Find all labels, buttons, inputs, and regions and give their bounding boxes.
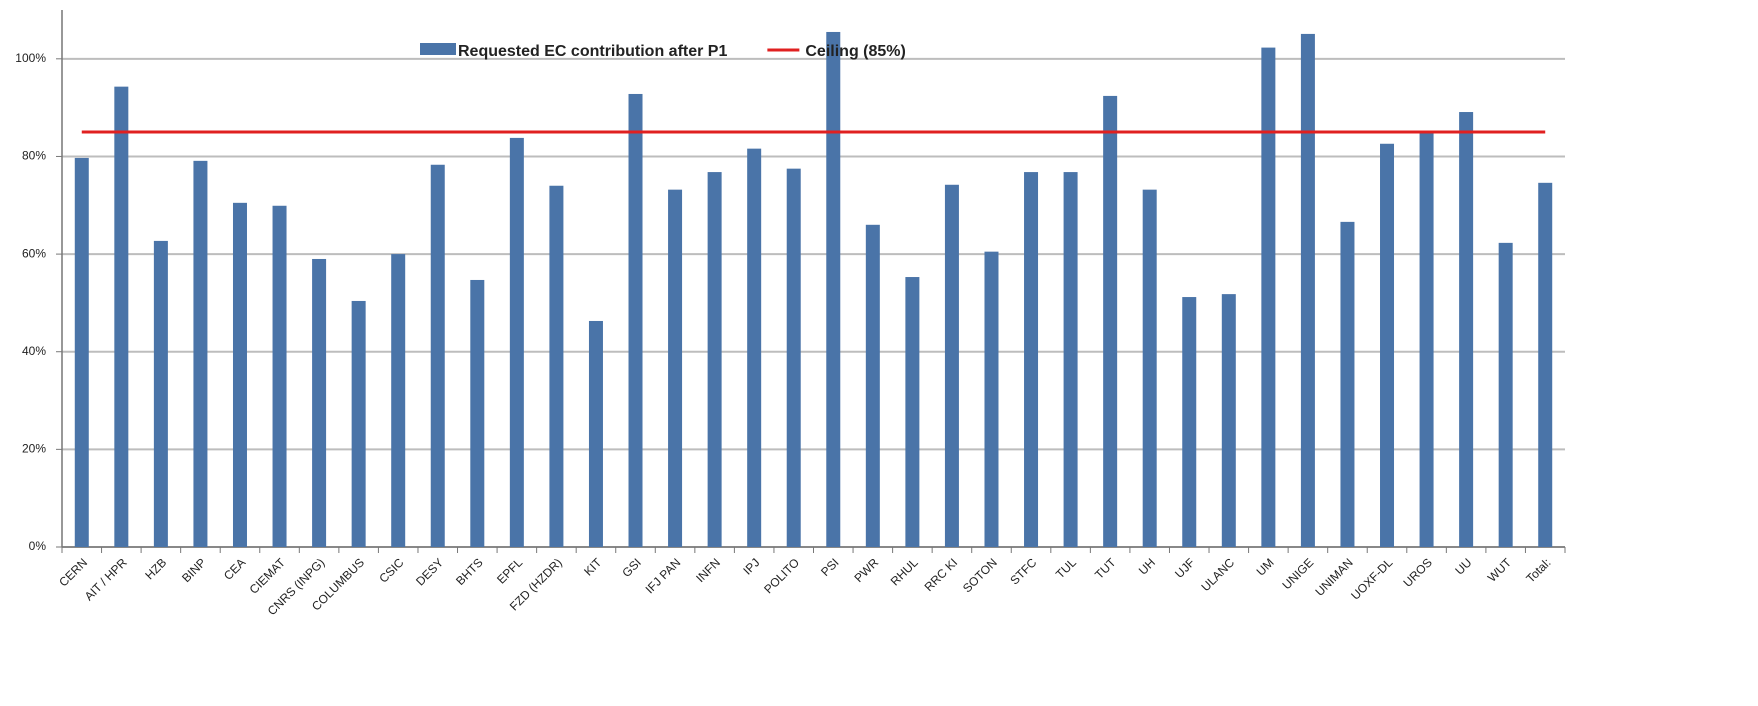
- bar: [312, 258, 327, 547]
- bar: [588, 320, 603, 547]
- bar: [1261, 47, 1276, 548]
- bar: [509, 137, 524, 548]
- x-tick-label: TUT: [1092, 555, 1119, 582]
- x-tick-label: BHTS: [453, 555, 486, 588]
- x-tick-label: Total:: [1523, 555, 1553, 585]
- bar: [470, 279, 485, 547]
- bar: [1498, 242, 1513, 547]
- x-tick-label: GSI: [619, 555, 644, 580]
- y-tick-label: 20%: [22, 442, 46, 456]
- bar: [905, 277, 920, 547]
- bar: [1419, 131, 1434, 547]
- x-tick-label: RHUL: [888, 555, 921, 588]
- bar: [430, 164, 445, 547]
- x-tick-label: BINP: [179, 555, 209, 585]
- x-tick-label: CEA: [221, 555, 248, 582]
- bar: [747, 148, 762, 548]
- x-tick-label: RRC KI: [922, 555, 961, 594]
- bar: [984, 251, 999, 547]
- bar: [351, 300, 366, 547]
- legend-swatch: [420, 43, 456, 55]
- legend-label: Ceiling (85%): [805, 43, 905, 60]
- bar: [114, 86, 129, 548]
- x-tick-label: EPFL: [494, 555, 525, 586]
- bar: [628, 93, 643, 547]
- y-tick-label: 0%: [29, 539, 47, 553]
- bar: [1300, 33, 1315, 548]
- x-tick-label: DESY: [413, 555, 446, 588]
- bar: [74, 157, 89, 547]
- bar: [272, 205, 287, 547]
- bar: [232, 202, 247, 547]
- x-tick-label: AIT / HPR: [82, 555, 130, 603]
- x-tick-label: UU: [1452, 555, 1474, 577]
- x-tick-label: CSIC: [376, 555, 406, 585]
- bar: [668, 189, 683, 547]
- x-tick-label: UOXF-DL: [1348, 555, 1395, 602]
- bar: [865, 224, 880, 548]
- legend-label: Requested EC contribution after P1: [458, 43, 727, 60]
- bar: [707, 172, 722, 548]
- x-tick-label: UJF: [1172, 555, 1197, 580]
- x-tick-label: PSI: [818, 555, 842, 579]
- bar: [1221, 294, 1236, 547]
- x-tick-label: INFN: [693, 555, 723, 585]
- x-tick-label: TUL: [1053, 555, 1079, 581]
- x-tick-label: POLITO: [761, 555, 802, 596]
- bar: [786, 168, 801, 547]
- bar: [153, 240, 168, 547]
- x-tick-label: IPJ: [740, 555, 762, 577]
- y-tick-label: 40%: [22, 344, 46, 358]
- x-tick-label: WUT: [1485, 555, 1515, 585]
- bar: [1459, 112, 1474, 547]
- x-tick-label: UNIGE: [1279, 555, 1316, 592]
- x-tick-label: HZB: [142, 555, 169, 582]
- x-tick-label: STFC: [1007, 555, 1039, 587]
- x-tick-label: IFJ PAN: [643, 555, 684, 596]
- y-tick-label: 100%: [15, 51, 46, 65]
- bar: [1142, 189, 1157, 547]
- bar: [1182, 297, 1197, 547]
- bar: [1340, 221, 1355, 547]
- x-tick-label: SOTON: [960, 555, 1000, 595]
- bar: [549, 185, 564, 547]
- bar: [391, 254, 406, 547]
- x-tick-label: UH: [1136, 555, 1158, 577]
- x-tick-label: KIT: [581, 555, 605, 579]
- x-tick-label: UM: [1254, 555, 1277, 578]
- bar: [826, 31, 841, 547]
- bar: [944, 184, 959, 547]
- bar: [1103, 95, 1118, 548]
- y-tick-label: 80%: [22, 149, 46, 163]
- bar: [1063, 172, 1078, 548]
- x-tick-label: PWR: [851, 555, 881, 585]
- x-tick-label: CERN: [56, 555, 90, 589]
- bar: [193, 160, 208, 547]
- y-tick-label: 60%: [22, 246, 46, 260]
- x-tick-label: ULANC: [1198, 555, 1237, 594]
- bar: [1538, 182, 1553, 548]
- bar: [1024, 172, 1039, 548]
- bar: [1380, 143, 1395, 547]
- x-tick-label: UROS: [1401, 555, 1435, 589]
